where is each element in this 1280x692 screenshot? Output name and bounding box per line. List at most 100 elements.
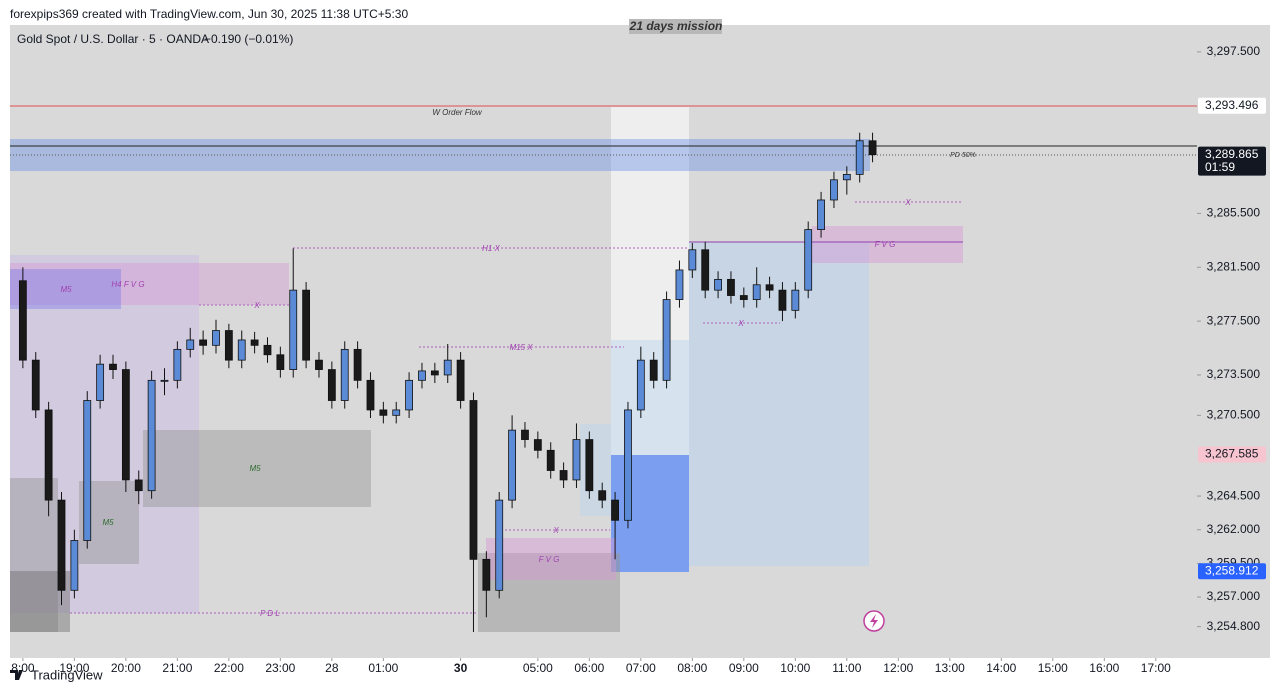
credit: forexpips369 created with TradingView.co… [10, 7, 408, 21]
x-tick-label: 06:00 [574, 661, 604, 675]
price-label: 3,258.912 [1198, 563, 1266, 580]
annotation: M15 X [509, 343, 533, 352]
y-tick-label: 3,264.500 [1207, 488, 1261, 502]
candle-body [289, 289, 298, 370]
candle-body [701, 249, 710, 291]
x-tick-label: 22:00 [214, 661, 244, 675]
candle-body [778, 289, 787, 311]
x-tick-label: 08:00 [677, 661, 707, 675]
candle-body [430, 370, 439, 376]
x-tick-label: 13:00 [935, 661, 965, 675]
x-tick-label: 07:00 [626, 661, 656, 675]
x-tick-label: 17:00 [1141, 661, 1171, 675]
candle-body [688, 249, 697, 271]
y-tick-label: 3,257.000 [1207, 589, 1261, 603]
zone [10, 478, 58, 632]
annotation: PD 50% [950, 152, 976, 159]
candle-body [224, 330, 233, 361]
candle-body [546, 449, 555, 471]
candle-body [250, 339, 259, 346]
candle-body [340, 348, 349, 401]
candle-body [366, 379, 375, 411]
candle-body [868, 140, 877, 156]
x-tick-label: 30 [454, 661, 468, 675]
x-tick-label: 16:00 [1089, 661, 1119, 675]
candle-body [830, 179, 838, 201]
price-label-text: 3,293.496 [1205, 98, 1259, 112]
candle-body [495, 499, 504, 591]
y-tick-label: 3,281.500 [1207, 259, 1261, 273]
candle-body [18, 280, 27, 361]
annotation: M5 [60, 285, 72, 294]
annotation: H4 F V G [111, 280, 144, 289]
candle-body [327, 369, 336, 401]
price-label-box [1198, 563, 1266, 580]
candle-body [739, 295, 748, 300]
x-tick-label: 15:00 [1038, 661, 1068, 675]
candle-body [559, 470, 568, 481]
candle-body [134, 479, 143, 492]
candle-body [456, 359, 465, 401]
candle-body [804, 229, 813, 291]
zone [580, 424, 611, 516]
x-tick-label: 28 [325, 661, 339, 675]
annotation: P D L [260, 609, 280, 618]
zone [10, 255, 199, 613]
annotations: 21 days mission W Order Flow PD 50% H1 X… [60, 19, 976, 632]
candle-body [405, 379, 413, 411]
zone [143, 430, 371, 507]
candle-body [199, 339, 208, 346]
candle-body [147, 379, 156, 492]
candle-body [714, 278, 722, 291]
x-tick-label: 09:00 [729, 661, 759, 675]
x-tick-label: 21:00 [162, 661, 192, 675]
candle-body [842, 174, 851, 181]
candle-body [31, 359, 40, 411]
y-tick-label: 3,297.500 [1207, 44, 1261, 58]
candle-body [572, 439, 581, 481]
annotation: X [253, 301, 260, 310]
candle-body [469, 400, 478, 560]
candle-body [379, 409, 388, 416]
candle-body [649, 359, 658, 381]
zone [611, 455, 689, 572]
candle-body [173, 348, 182, 381]
candle-body [533, 439, 542, 451]
candle-body [160, 379, 169, 382]
change: −0.190 (−0.01%) [204, 32, 293, 46]
x-tick-label: 12:00 [883, 661, 913, 675]
countdown: 01:59 [1205, 160, 1235, 174]
candle-body [212, 330, 220, 346]
candle-body [263, 344, 272, 356]
price-label-text: 3,267.585 [1205, 447, 1259, 461]
candle-body [624, 409, 632, 521]
candle-body [611, 499, 619, 521]
annotation: F V G [875, 240, 896, 249]
y-tick-label: 3,262.000 [1207, 522, 1261, 536]
annotation: M5 [249, 464, 261, 473]
candle-body [186, 339, 195, 350]
y-tick-label: 3,273.500 [1207, 367, 1261, 381]
symbol: Gold Spot / U.S. Dollar · 5 · OANDA [17, 32, 209, 46]
y-tick-label: 3,270.500 [1207, 407, 1261, 421]
annotation: F V G [539, 555, 560, 564]
zones [10, 105, 1197, 632]
annotation: X [737, 319, 744, 328]
candle-body [237, 339, 246, 361]
annotation: X [552, 526, 559, 535]
annotation: X [904, 198, 911, 207]
brand: TradingView [10, 667, 103, 682]
banner-text: 21 days mission [629, 19, 723, 33]
candle-body [675, 269, 684, 300]
flash-icon-bolt [870, 614, 878, 628]
zone [611, 340, 689, 455]
x-tick-label: 01:00 [368, 661, 398, 675]
dotted-lines [70, 201, 963, 614]
candle-body [521, 429, 529, 440]
candle-body [276, 354, 285, 370]
candle-body [765, 284, 774, 291]
candle-body [791, 289, 800, 311]
candle-body [598, 490, 607, 501]
candle-body [109, 363, 117, 370]
